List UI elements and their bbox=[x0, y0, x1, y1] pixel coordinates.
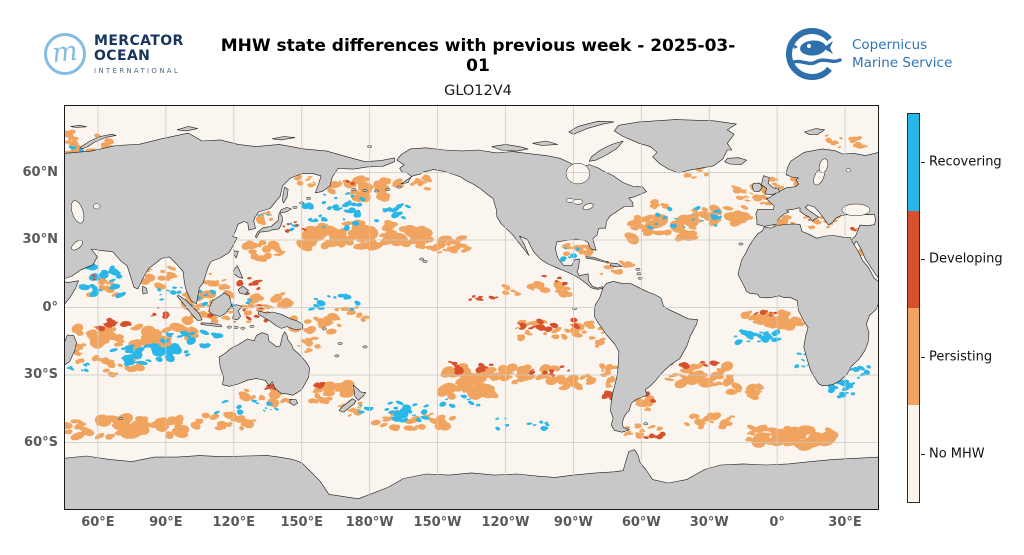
lon-tick-label: 30°E bbox=[828, 515, 862, 530]
colorbar-segment-recovering bbox=[908, 114, 919, 211]
lat-tick-label: 60°N bbox=[22, 164, 58, 180]
lat-tick-label: 30°S bbox=[24, 367, 58, 382]
mercator-logo-text: MERCATOR OCEAN INTERNATIONAL bbox=[94, 32, 184, 75]
fish-icon bbox=[793, 40, 833, 56]
mercator-line3: INTERNATIONAL bbox=[94, 66, 181, 75]
copernicus-logo-text: Copernicus Marine Service bbox=[852, 36, 952, 72]
colorbar-tick bbox=[921, 259, 925, 261]
colorbar-segment-developing bbox=[908, 211, 919, 308]
lon-tick-label: 60°W bbox=[621, 515, 661, 530]
mercator-line2: OCEAN bbox=[94, 47, 151, 64]
lat-tick-label: 0° bbox=[42, 299, 58, 315]
wave-icon bbox=[788, 58, 842, 66]
lon-tick-label: 0° bbox=[769, 515, 785, 530]
colorbar-tick bbox=[921, 161, 925, 163]
lon-tick-label: 30°W bbox=[689, 515, 729, 530]
lat-tick-label: 30°N bbox=[22, 232, 58, 247]
lat-tick-label: 60°S bbox=[24, 434, 58, 450]
lon-tick-label: 120°W bbox=[481, 515, 530, 530]
mercator-logo-icon: m bbox=[44, 33, 86, 75]
mercator-m-glyph: m bbox=[50, 35, 80, 69]
lon-tick-label: 60°E bbox=[81, 515, 115, 530]
mercator-line1: MERCATOR bbox=[94, 32, 184, 49]
lon-tick-label: 90°E bbox=[149, 515, 183, 530]
map-canvas bbox=[64, 105, 879, 510]
world-map bbox=[64, 105, 879, 510]
colorbar-segment-no_mhw bbox=[908, 405, 919, 502]
page-subtitle: GLO12V4 bbox=[444, 83, 512, 99]
title-block: MHW state differences with previous week… bbox=[212, 36, 744, 99]
page-title: MHW state differences with previous week… bbox=[220, 36, 736, 76]
mercator-ocean-logo: m MERCATOR OCEAN INTERNATIONAL bbox=[44, 33, 184, 75]
lon-tick-label: 180°W bbox=[345, 515, 394, 530]
lon-tick-label: 150°E bbox=[280, 515, 323, 530]
legend-label-recovering: Recovering bbox=[929, 154, 1002, 170]
colorbar-segment-persisting bbox=[908, 308, 919, 405]
colorbar bbox=[907, 113, 920, 503]
legend-label-persisting: Persisting bbox=[929, 349, 993, 365]
colorbar-tick bbox=[921, 454, 925, 456]
legend-label-no_mhw: No MHW bbox=[929, 446, 985, 462]
copernicus-line2: Marine Service bbox=[852, 55, 953, 71]
copernicus-logo-icon bbox=[786, 28, 842, 80]
legend-label-developing: Developing bbox=[929, 251, 1003, 267]
colorbar-tick bbox=[921, 356, 925, 358]
lon-tick-label: 90°W bbox=[553, 515, 593, 530]
lon-tick-label: 150°W bbox=[413, 515, 462, 530]
lon-tick-label: 120°E bbox=[212, 515, 256, 530]
copernicus-marine-logo: Copernicus Marine Service bbox=[784, 22, 952, 86]
copernicus-line1: Copernicus bbox=[852, 37, 928, 53]
